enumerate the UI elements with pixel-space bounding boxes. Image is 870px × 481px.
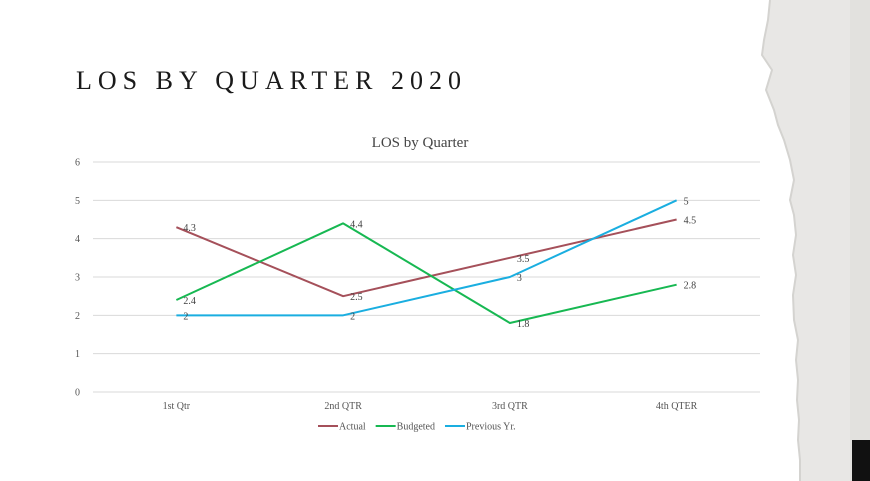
data-label-actual: 2.5 bbox=[350, 292, 363, 303]
torn-paper-edge bbox=[760, 0, 870, 481]
legend-label-budgeted: Budgeted bbox=[397, 422, 435, 433]
legend: Actual Budgeted Previous Yr. bbox=[318, 422, 516, 433]
data-label-actual: 3.5 bbox=[517, 254, 530, 265]
legend-label-actual: Actual bbox=[339, 422, 366, 433]
y-tick-label: 6 bbox=[75, 158, 80, 169]
x-axis-ticks: 1st Qtr 2nd QTR 3rd QTR 4th QTER bbox=[163, 401, 698, 412]
data-label-budgeted: 2.8 bbox=[684, 281, 697, 292]
data-label-actual: 4.3 bbox=[183, 223, 196, 234]
y-tick-label: 2 bbox=[75, 311, 80, 322]
x-tick-label: 4th QTER bbox=[656, 401, 698, 412]
x-tick-label: 1st Qtr bbox=[163, 401, 191, 412]
data-label-budgeted: 1.8 bbox=[517, 319, 530, 330]
slide-title: LOS BY QUARTER 2020 bbox=[76, 66, 467, 95]
data-label-actual: 4.5 bbox=[684, 216, 697, 227]
y-tick-label: 3 bbox=[75, 273, 80, 284]
legend-label-previous-yr: Previous Yr. bbox=[466, 422, 516, 433]
data-label-previous-yr: 2 bbox=[183, 311, 188, 322]
chart-title: LOS by Quarter bbox=[372, 135, 469, 151]
series-line-previous-yr bbox=[176, 199, 678, 317]
data-label-previous-yr: 5 bbox=[684, 196, 689, 207]
series-line-budgeted bbox=[175, 222, 677, 324]
x-tick-label: 3rd QTR bbox=[492, 401, 528, 412]
y-tick-label: 1 bbox=[75, 349, 80, 360]
data-label-budgeted: 4.4 bbox=[350, 219, 363, 230]
data-label-budgeted: 2.4 bbox=[183, 296, 196, 307]
x-tick-label: 2nd QTR bbox=[324, 401, 362, 412]
y-tick-label: 4 bbox=[75, 234, 80, 245]
data-label-previous-yr: 2 bbox=[350, 311, 355, 322]
y-tick-label: 5 bbox=[75, 196, 80, 207]
data-labels: 4.3 2.5 3.5 4.5 2.4 4.4 1.8 2.8 2 2 3 5 bbox=[183, 196, 696, 330]
data-label-previous-yr: 3 bbox=[517, 273, 522, 284]
y-axis-ticks: 0 1 2 3 4 5 6 bbox=[75, 158, 80, 399]
y-tick-label: 0 bbox=[75, 388, 80, 399]
series-lines bbox=[175, 199, 678, 324]
series-line-actual bbox=[175, 218, 677, 298]
